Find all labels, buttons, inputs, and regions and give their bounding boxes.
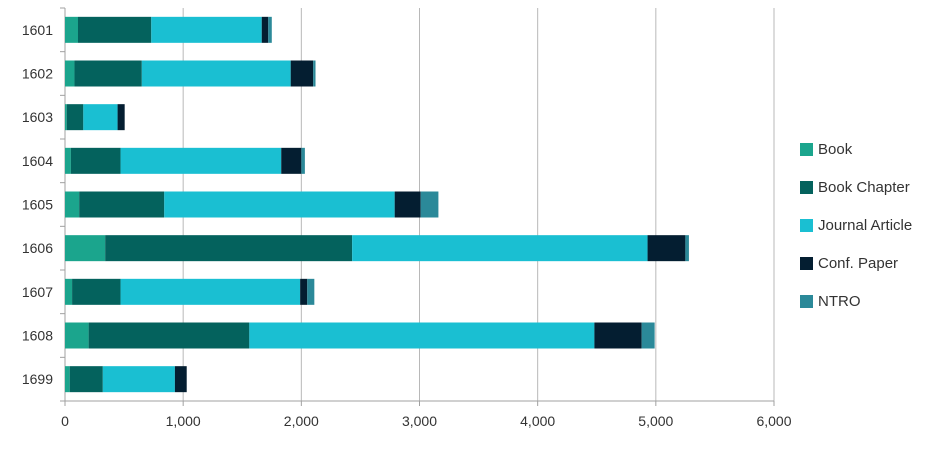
- bar-1607-book-chapter: [72, 278, 121, 305]
- bar-1699-conf-paper: [174, 366, 187, 393]
- legend-label-conf-paper: Conf. Paper: [818, 254, 899, 272]
- bar-1605-journal-article: [164, 191, 395, 218]
- x-tick-label: 6,000: [756, 413, 791, 429]
- bar-1606-book: [65, 235, 106, 262]
- chart-legend: Book Book Chapter Journal Article Conf. …: [800, 130, 912, 320]
- bar-1603-conf-paper: [117, 104, 125, 131]
- bar-1699-journal-article: [102, 366, 175, 393]
- y-tick-label: 1699: [22, 371, 53, 387]
- legend-item-journal-article: Journal Article: [800, 206, 912, 244]
- x-tick-label: 4,000: [520, 413, 555, 429]
- bar-1602-book: [65, 60, 75, 87]
- legend-swatch-book: [800, 142, 813, 156]
- legend-label-book-chapter: Book Chapter: [818, 178, 910, 196]
- y-tick-label: 1608: [22, 328, 53, 344]
- bar-1605-ntro: [420, 191, 439, 218]
- bar-1699-book: [65, 366, 70, 393]
- bar-1604-conf-paper: [281, 147, 302, 174]
- y-tick-label: 1603: [22, 109, 53, 125]
- legend-swatch-conf-paper: [800, 256, 813, 270]
- bar-1604-book: [65, 147, 71, 174]
- bar-1602-book-chapter: [74, 60, 142, 87]
- legend-label-book: Book: [818, 140, 853, 158]
- legend-item-book-chapter: Book Chapter: [800, 168, 912, 206]
- bar-1608-book: [65, 322, 89, 349]
- bar-1607-book: [65, 278, 73, 305]
- bar-1602-ntro: [313, 60, 316, 87]
- x-tick-label: 3,000: [402, 413, 437, 429]
- y-tick-label: 1605: [22, 197, 53, 213]
- bar-1601-journal-article: [151, 16, 262, 43]
- legend-swatch-book-chapter: [800, 180, 813, 194]
- bar-1699-book-chapter: [69, 366, 103, 393]
- bar-1603-book-chapter: [66, 104, 84, 131]
- legend-item-ntro: NTRO: [800, 282, 912, 320]
- y-tick-label: 1604: [22, 153, 53, 169]
- x-tick-label: 5,000: [638, 413, 673, 429]
- bar-1607-journal-article: [120, 278, 301, 305]
- legend-item-conf-paper: Conf. Paper: [800, 244, 912, 282]
- bar-1607-ntro: [307, 278, 315, 305]
- bar-1601-book-chapter: [77, 16, 152, 43]
- bar-1601-book: [65, 16, 78, 43]
- bar-1605-conf-paper: [394, 191, 421, 218]
- bar-1607-conf-paper: [300, 278, 308, 305]
- bar-1604-book-chapter: [70, 147, 121, 174]
- bar-1606-ntro: [685, 235, 689, 262]
- legend-swatch-journal-article: [800, 218, 813, 232]
- bar-1605-book: [65, 191, 80, 218]
- bar-1601-conf-paper: [261, 16, 269, 43]
- bar-1605-book-chapter: [79, 191, 165, 218]
- y-tick-label: 1607: [22, 284, 53, 300]
- legend-item-book: Book: [800, 130, 912, 168]
- legend-label-journal-article: Journal Article: [818, 216, 913, 234]
- x-tick-label: 0: [61, 413, 69, 429]
- bar-1603-journal-article: [83, 104, 118, 131]
- bar-1604-ntro: [301, 147, 305, 174]
- bar-1602-conf-paper: [290, 60, 314, 87]
- x-tick-label: 1,000: [166, 413, 201, 429]
- legend-swatch-ntro: [800, 294, 813, 308]
- y-tick-label: 1601: [22, 22, 53, 38]
- bar-1606-journal-article: [352, 235, 648, 262]
- legend-label-ntro: NTRO: [818, 292, 861, 310]
- bar-1608-journal-article: [249, 322, 595, 349]
- x-tick-label: 2,000: [284, 413, 319, 429]
- bar-1602-journal-article: [141, 60, 291, 87]
- bar-1608-ntro: [641, 322, 655, 349]
- y-tick-label: 1602: [22, 66, 53, 82]
- bar-1608-conf-paper: [594, 322, 642, 349]
- bar-1606-book-chapter: [105, 235, 353, 262]
- bar-1608-book-chapter: [88, 322, 250, 349]
- bar-1606-conf-paper: [647, 235, 686, 262]
- y-tick-label: 1606: [22, 240, 53, 256]
- bar-1603-book: [65, 104, 67, 131]
- bar-1604-journal-article: [120, 147, 282, 174]
- bar-1601-ntro: [268, 16, 272, 43]
